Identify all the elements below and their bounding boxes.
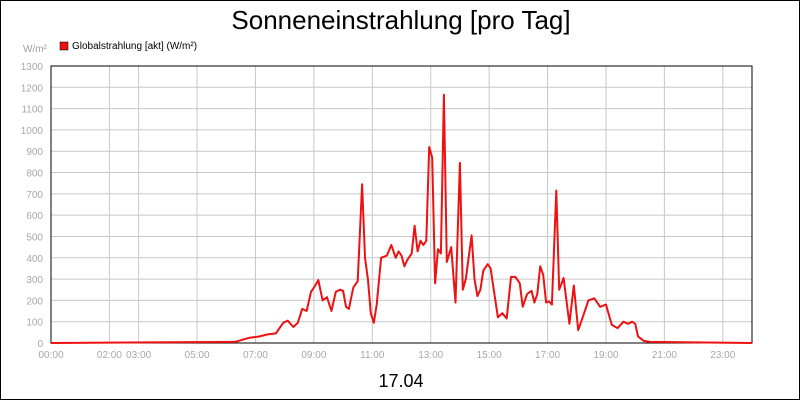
series-line-globalstrahlung — [50, 93, 753, 344]
x-axis-label: 17.04 — [378, 371, 423, 391]
x-axis-ticks: 00:00 02:00 03:00 05:00 07:00 09:00 11:00 13:00… — [38, 350, 735, 361]
y-tick-label: 1300 — [21, 62, 44, 73]
y-tick-label: 200 — [26, 296, 43, 307]
y-tick-label: 300 — [26, 275, 43, 286]
x-tick-label: 23:00 — [710, 350, 735, 361]
x-tick-label: 15:00 — [477, 350, 502, 361]
x-tick-label: 13:00 — [418, 350, 443, 361]
y-tick-label: 800 — [26, 169, 43, 180]
y-tick-label: 100 — [26, 318, 43, 329]
y-tick-label: 400 — [26, 254, 43, 265]
x-tick-label: 00:00 — [38, 350, 63, 361]
y-unit-label: W/m² — [23, 44, 48, 55]
y-tick-label: 600 — [26, 211, 43, 222]
y-tick-label: 700 — [26, 190, 43, 201]
chart-title: Sonneneinstrahlung [pro Tag] — [231, 5, 570, 35]
y-tick-label: 0 — [37, 339, 43, 350]
x-tick-label: 19:00 — [593, 350, 618, 361]
y-tick-label: 1100 — [21, 105, 43, 116]
x-tick-label: 11:00 — [360, 350, 385, 361]
y-tick-label: 900 — [26, 147, 43, 158]
x-tick-label: 02:00 — [97, 350, 122, 361]
y-axis-ticks: 0 100 200 300 400 500 600 700 800 900 1000 1100 1200… — [21, 62, 44, 350]
y-tick-label: 1200 — [21, 83, 44, 94]
y-tick-label: 1000 — [21, 126, 44, 137]
x-tick-label: 03:00 — [126, 350, 151, 361]
legend-swatch — [59, 41, 69, 51]
legend-label: Globalstrahlung [akt] (W/m²) — [72, 41, 197, 52]
x-tick-label: 17:00 — [535, 350, 560, 361]
x-tick-label: 07:00 — [243, 350, 268, 361]
x-tick-label: 09:00 — [301, 350, 326, 361]
y-tick-label: 500 — [26, 232, 43, 243]
x-tick-label: 21:00 — [652, 350, 677, 361]
series-layer — [50, 93, 753, 344]
grid — [50, 65, 752, 344]
x-tick-label: 05:00 — [185, 350, 210, 361]
plot-area — [50, 65, 753, 344]
